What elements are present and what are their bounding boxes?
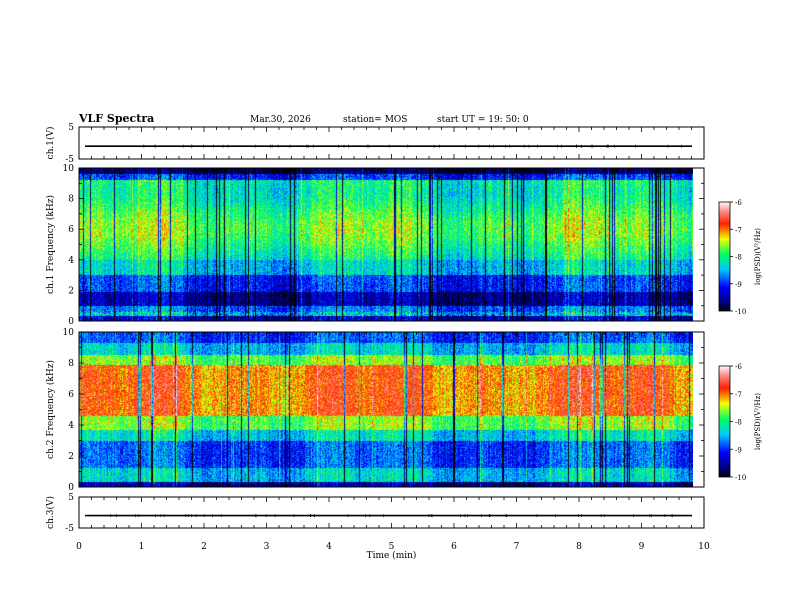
colorbar-tick-label: -9	[735, 446, 742, 454]
figure-title: VLF Spectra	[79, 112, 155, 125]
ch1-voltage-ylabel: ch.1(V)	[45, 127, 56, 160]
x-axis-label: Time (min)	[367, 550, 417, 561]
x-tick-label: 5	[389, 542, 395, 552]
y-tick-label: 10	[63, 164, 75, 174]
ch1-spectrogram-ylabel: ch.1 Frequency (kHz)	[45, 195, 56, 294]
y-tick-label: -5	[65, 524, 74, 534]
colorbar-tick-label: -8	[735, 254, 742, 262]
ch1-spectrogram-colorbar	[718, 201, 731, 312]
x-tick-label: 6	[451, 542, 457, 552]
ch3-voltage-ylabel: ch.3(V)	[45, 496, 56, 529]
y-tick-label: 4	[68, 421, 74, 431]
y-tick-label: -5	[65, 155, 74, 165]
x-tick-label: 10	[698, 542, 710, 552]
x-tick-label: 7	[514, 542, 520, 552]
x-tick-label: 3	[264, 542, 270, 552]
y-tick-label: 5	[68, 493, 74, 503]
colorbar-tick-label: -6	[735, 363, 742, 371]
colorbar-tick-label: -8	[735, 419, 742, 427]
x-tick-label: 2	[201, 542, 207, 552]
ch2-spectrogram-ylabel: ch.2 Frequency (kHz)	[45, 360, 56, 459]
colorbar-tick-label: -6	[735, 199, 742, 207]
y-tick-label: 5	[68, 123, 74, 133]
y-tick-label: 8	[68, 195, 74, 205]
ch2-spectrogram-colorbar	[718, 365, 731, 478]
date-label: Mar.30, 2026	[250, 115, 311, 125]
y-tick-label: 6	[68, 225, 74, 235]
ch2-spectrogram-colorbar-label: log(PSD)(V²/Hz)	[754, 393, 762, 450]
y-tick-label: 0	[68, 317, 74, 327]
y-tick-label: 2	[68, 286, 74, 296]
x-tick-label: 1	[139, 542, 145, 552]
start-time-label: start UT = 19: 50: 0	[437, 115, 529, 125]
y-tick-label: 6	[68, 390, 74, 400]
x-tick-label: 0	[76, 542, 82, 552]
ch1-spectrogram-image	[79, 168, 693, 321]
y-tick-label: 2	[68, 452, 74, 462]
station-label: station= MOS	[343, 115, 408, 125]
x-tick-label: 4	[326, 542, 332, 552]
colorbar-tick-label: -9	[735, 281, 742, 289]
colorbar-tick-label: -10	[735, 474, 746, 482]
x-tick-label: 8	[576, 542, 582, 552]
ch2-spectrogram-image	[79, 332, 693, 487]
x-tick-label: 9	[639, 542, 645, 552]
y-tick-label: 4	[68, 256, 74, 266]
colorbar-tick-label: -7	[735, 391, 742, 399]
ch1-spectrogram-colorbar-label: log(PSD)(V²/Hz)	[754, 228, 762, 285]
colorbar-tick-label: -10	[735, 308, 746, 316]
y-tick-label: 10	[63, 328, 75, 338]
colorbar-tick-label: -7	[735, 226, 742, 234]
y-tick-label: 8	[68, 359, 74, 369]
y-tick-label: 0	[68, 483, 74, 493]
